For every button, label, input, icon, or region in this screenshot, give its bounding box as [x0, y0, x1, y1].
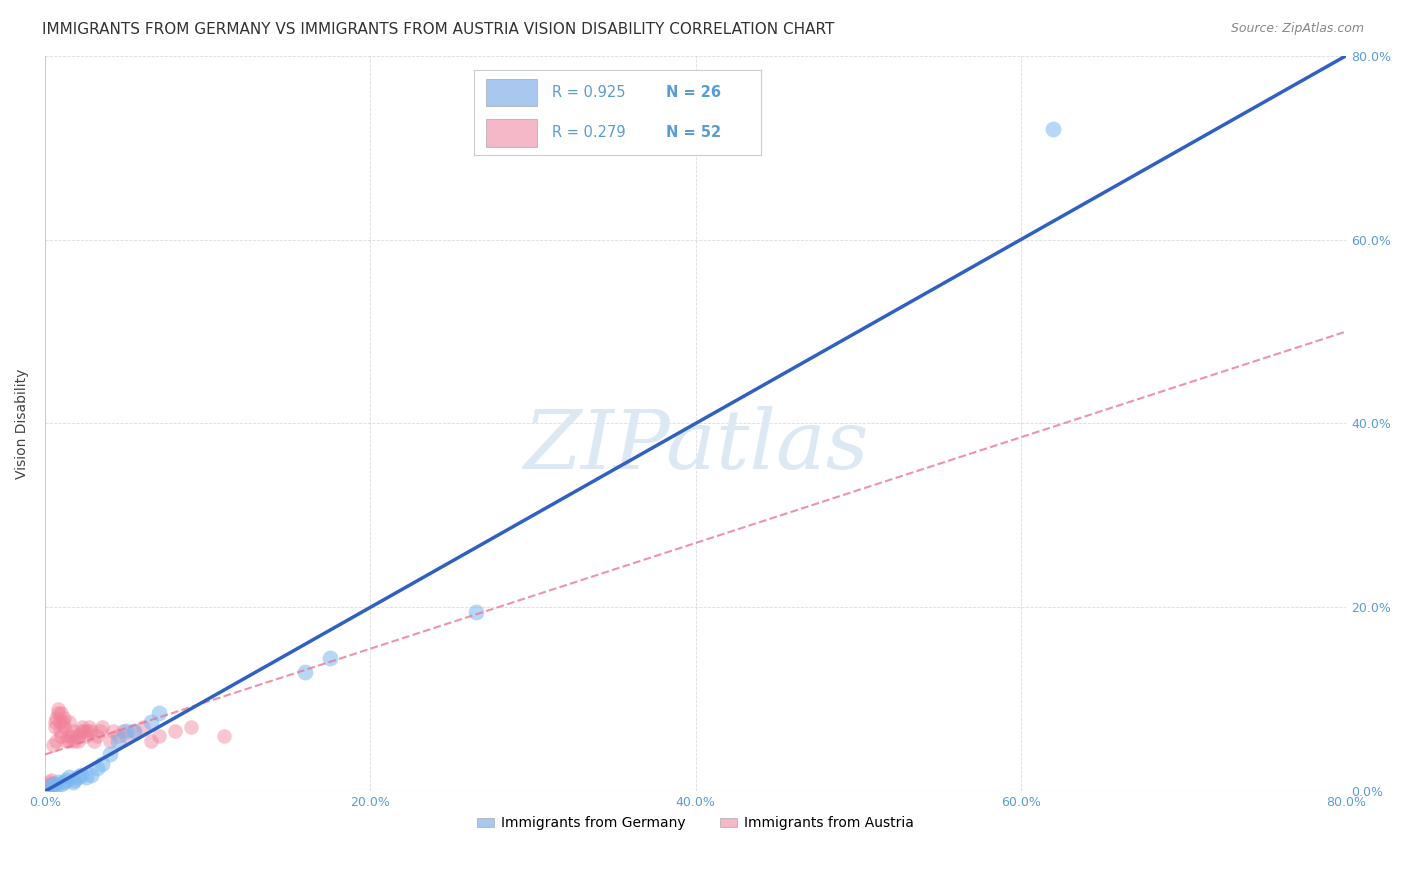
- Point: [148, 706, 170, 720]
- Point: [75, 771, 97, 785]
- Point: [77, 720, 100, 734]
- Point: [66, 771, 89, 785]
- Point: [44, 720, 66, 734]
- Point: [51, 777, 73, 791]
- Point: [45, 733, 67, 747]
- Point: [37, 780, 59, 794]
- Point: [51, 706, 73, 720]
- Point: [112, 724, 135, 739]
- Point: [89, 724, 111, 739]
- Point: [46, 775, 69, 789]
- Point: [42, 777, 65, 791]
- Point: [48, 715, 70, 730]
- Text: Source: ZipAtlas.com: Source: ZipAtlas.com: [1230, 22, 1364, 36]
- Point: [58, 715, 80, 730]
- Point: [107, 729, 129, 743]
- Point: [148, 729, 170, 743]
- Point: [69, 768, 91, 782]
- Point: [48, 724, 70, 739]
- Point: [42, 739, 65, 753]
- Point: [465, 605, 488, 619]
- Point: [45, 711, 67, 725]
- Point: [98, 747, 121, 762]
- Point: [73, 724, 96, 739]
- Point: [62, 775, 84, 789]
- Point: [115, 729, 138, 743]
- Point: [66, 733, 89, 747]
- Point: [212, 729, 235, 743]
- Point: [115, 724, 138, 739]
- Point: [44, 780, 66, 794]
- Point: [62, 724, 84, 739]
- Point: [38, 775, 60, 789]
- Point: [51, 729, 73, 743]
- Point: [59, 729, 82, 743]
- Point: [79, 768, 101, 782]
- Legend: Immigrants from Germany, Immigrants from Austria: Immigrants from Germany, Immigrants from…: [472, 811, 920, 836]
- Point: [90, 756, 112, 771]
- Point: [52, 715, 75, 730]
- Point: [63, 733, 86, 747]
- Point: [86, 729, 108, 743]
- Point: [42, 777, 65, 791]
- Point: [58, 771, 80, 785]
- Point: [1042, 122, 1064, 136]
- Point: [294, 665, 316, 679]
- Point: [56, 729, 79, 743]
- Point: [53, 711, 76, 725]
- Point: [38, 777, 60, 791]
- Point: [83, 733, 105, 747]
- Point: [124, 724, 146, 739]
- Point: [46, 706, 69, 720]
- Point: [76, 724, 98, 739]
- Point: [86, 761, 108, 775]
- Point: [53, 720, 76, 734]
- Point: [165, 724, 187, 739]
- Text: IMMIGRANTS FROM GERMANY VS IMMIGRANTS FROM AUSTRIA VISION DISABILITY CORRELATION: IMMIGRANTS FROM GERMANY VS IMMIGRANTS FR…: [42, 22, 835, 37]
- Point: [103, 724, 125, 739]
- Point: [107, 733, 129, 747]
- Point: [79, 724, 101, 739]
- Point: [139, 715, 162, 730]
- Point: [53, 775, 76, 789]
- Point: [124, 724, 146, 739]
- Point: [318, 651, 340, 665]
- Point: [180, 720, 202, 734]
- Point: [58, 733, 80, 747]
- Point: [67, 729, 90, 743]
- Point: [131, 720, 153, 734]
- Point: [98, 733, 121, 747]
- Text: ZIPatlas: ZIPatlas: [523, 406, 869, 485]
- Point: [44, 715, 66, 730]
- Point: [46, 701, 69, 715]
- Point: [65, 729, 87, 743]
- Point: [72, 720, 94, 734]
- Point: [41, 773, 63, 788]
- Point: [139, 733, 162, 747]
- Y-axis label: Vision Disability: Vision Disability: [15, 368, 30, 479]
- Point: [75, 729, 97, 743]
- Point: [55, 733, 77, 747]
- Point: [55, 773, 77, 788]
- Point: [38, 780, 60, 794]
- Point: [63, 773, 86, 788]
- Point: [90, 720, 112, 734]
- Point: [69, 724, 91, 739]
